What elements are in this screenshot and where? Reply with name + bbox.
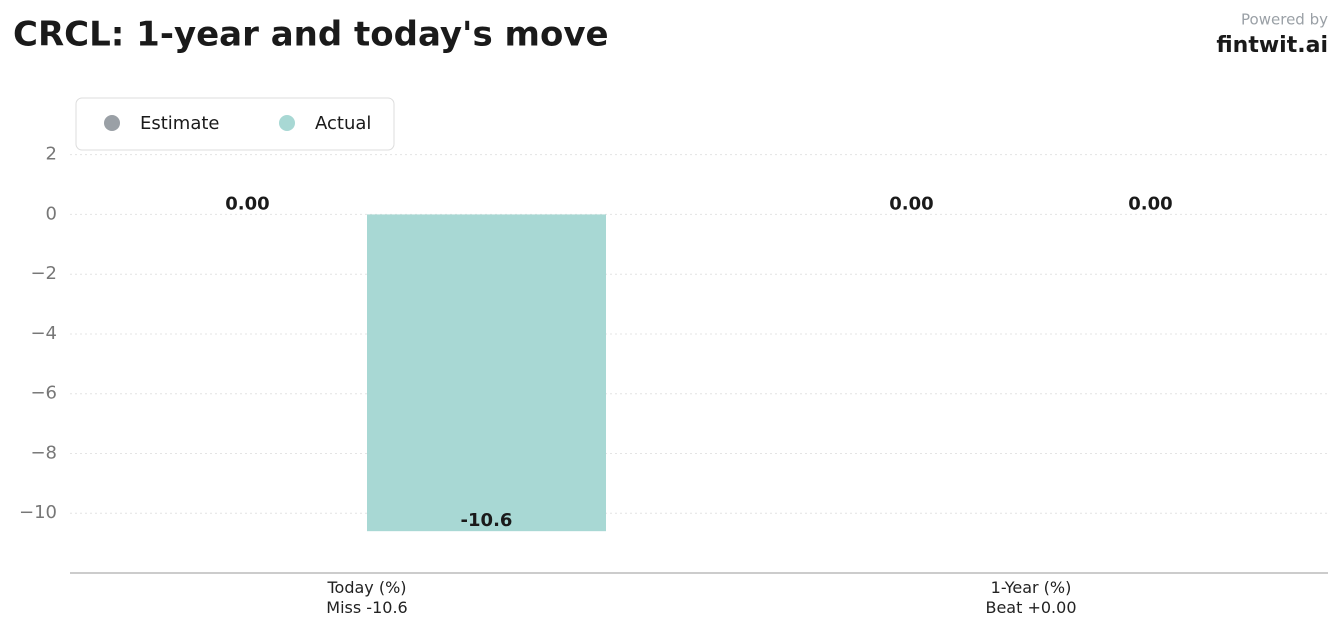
value-label: 0.00 — [225, 193, 269, 214]
legend-box — [75, 97, 395, 151]
y-tick-label: −2 — [30, 263, 57, 284]
y-tick-label: −6 — [30, 383, 57, 404]
value-label: -10.6 — [461, 510, 513, 531]
legend-marker — [104, 115, 120, 131]
legend: Estimate Actual — [75, 97, 395, 151]
chart-title: CRCL: 1-year and today's move — [13, 15, 609, 55]
legend-marker — [279, 115, 295, 131]
y-tick-label: 0 — [46, 203, 57, 224]
bar — [367, 214, 606, 532]
y-tick-label: 2 — [46, 144, 57, 165]
brand-caption: Powered by — [1241, 11, 1328, 29]
legend-label: Estimate — [140, 113, 220, 134]
x-tick-label: 1-Year (%) Beat +0.00 — [985, 578, 1077, 617]
value-label: 0.00 — [889, 193, 933, 214]
y-tick-label: −8 — [30, 442, 57, 463]
brand: fintwit.ai — [1216, 33, 1328, 58]
value-label: 0.00 — [1128, 193, 1172, 214]
x-tick-label: Today (%) Miss -10.6 — [326, 578, 408, 617]
legend-label: Actual — [315, 113, 371, 134]
y-tick-label: −4 — [30, 323, 57, 344]
y-tick-label: −10 — [19, 502, 57, 523]
